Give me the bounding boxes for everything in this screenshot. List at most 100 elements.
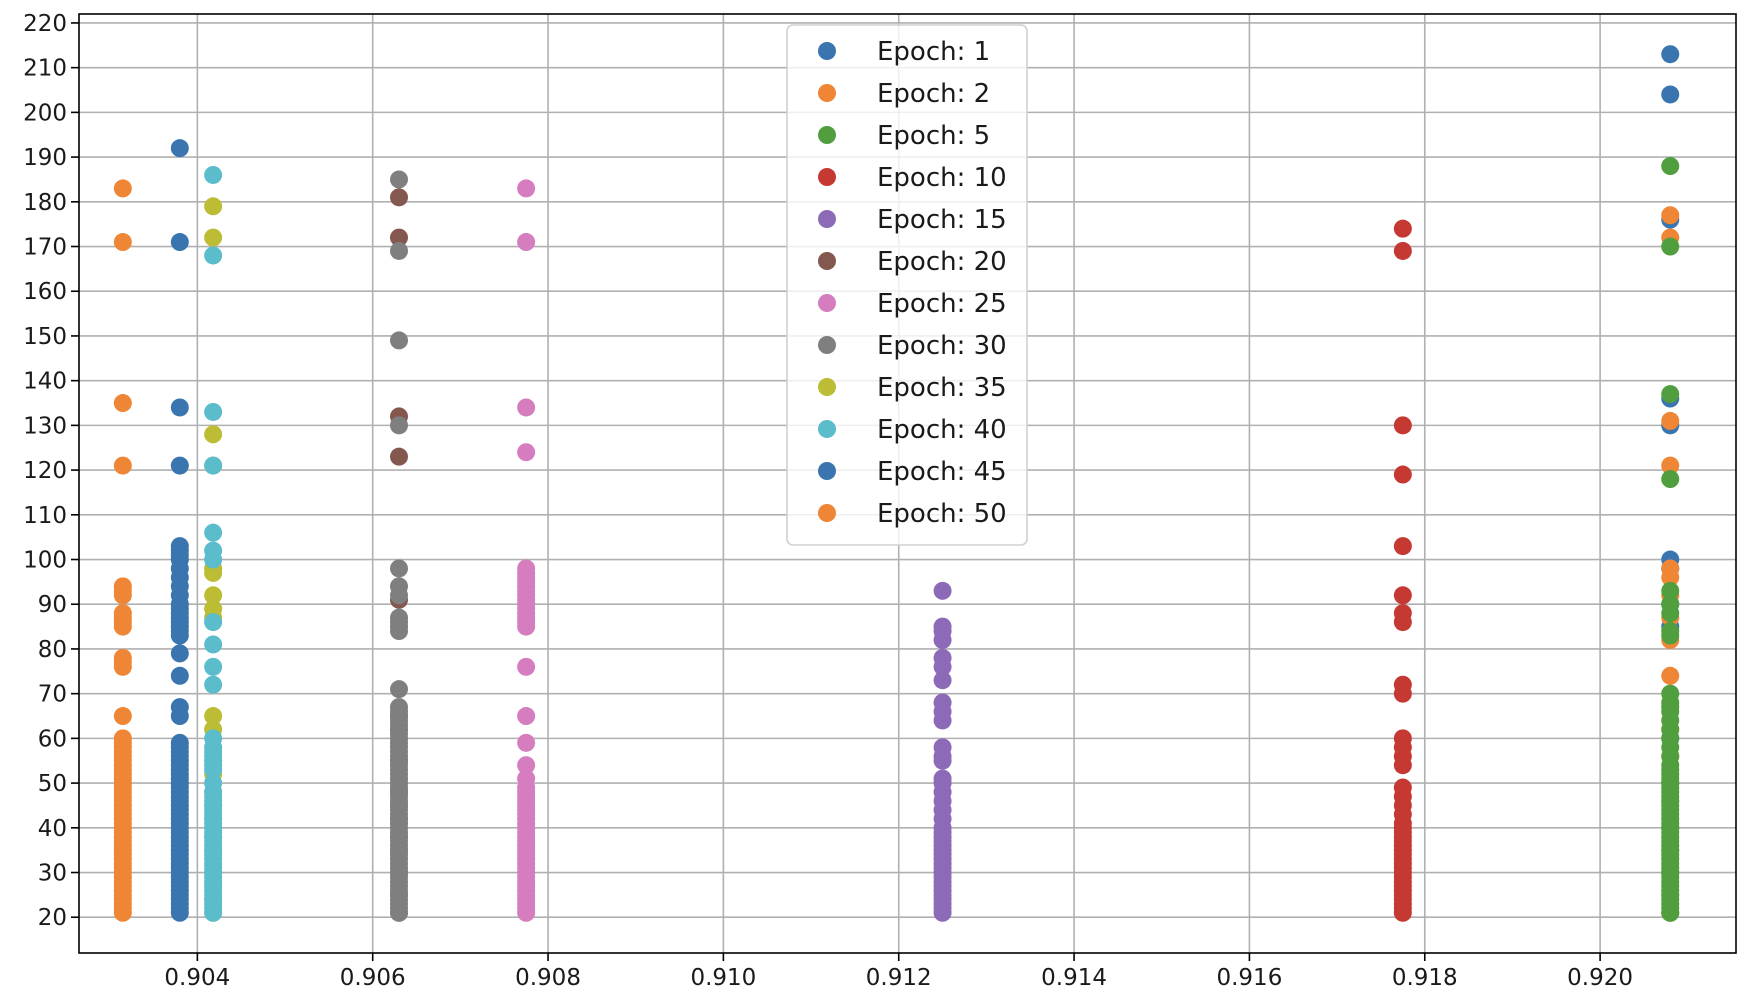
data-point: [170, 398, 189, 417]
data-point: [517, 903, 536, 922]
data-point: [204, 228, 223, 247]
y-tick-label: 60: [38, 726, 67, 752]
series-epoch-50: [113, 179, 132, 922]
data-point: [1393, 586, 1412, 605]
legend-marker: [818, 168, 836, 186]
y-tick-label: 180: [23, 190, 67, 216]
data-point: [390, 331, 409, 350]
data-point: [113, 657, 132, 676]
data-point: [1393, 219, 1412, 238]
y-tick-label: 70: [38, 682, 67, 708]
legend-marker: [818, 420, 836, 438]
data-point: [170, 903, 189, 922]
data-point: [204, 523, 223, 542]
data-point: [517, 398, 536, 417]
data-point: [170, 626, 189, 645]
data-point: [1661, 385, 1680, 404]
legend-marker: [818, 504, 836, 522]
y-tick-label: 90: [38, 592, 67, 618]
data-point: [390, 680, 409, 699]
data-point: [1661, 157, 1680, 176]
data-point: [390, 559, 409, 578]
data-point: [517, 179, 536, 198]
data-point: [933, 581, 952, 600]
data-point: [390, 416, 409, 435]
data-point: [113, 903, 132, 922]
y-tick-label: 120: [23, 458, 67, 484]
data-points: [113, 45, 1680, 922]
data-point: [933, 903, 952, 922]
data-point: [933, 711, 952, 730]
legend-marker: [818, 378, 836, 396]
data-point: [1393, 416, 1412, 435]
data-point: [1661, 903, 1680, 922]
data-point: [390, 903, 409, 922]
data-point: [170, 139, 189, 158]
legend-label: Epoch: 10: [877, 163, 1007, 193]
data-point: [517, 707, 536, 726]
y-tick-label: 160: [23, 279, 67, 305]
data-point: [517, 657, 536, 676]
y-tick-label: 170: [23, 235, 67, 261]
y-tick-label: 20: [38, 905, 67, 931]
data-point: [1661, 206, 1680, 225]
data-point: [390, 447, 409, 466]
legend: Epoch: 1 Epoch: 2 Epoch: 5 Epoch: 10 Epoch: …: [786, 24, 1028, 546]
x-tick-label: 0.912: [866, 965, 932, 991]
data-point: [1661, 470, 1680, 489]
legend-marker: [818, 210, 836, 228]
legend-label: Epoch: 15: [877, 205, 1007, 235]
legend-marker: [818, 84, 836, 102]
data-point: [390, 170, 409, 189]
y-tick-label: 200: [23, 100, 67, 126]
legend-label: Epoch: 5: [877, 121, 990, 151]
data-point: [1393, 903, 1412, 922]
data-point: [170, 233, 189, 252]
legend-label: Epoch: 25: [877, 289, 1007, 319]
x-tick-label: 0.918: [1392, 965, 1458, 991]
data-point: [1393, 756, 1412, 775]
data-point: [170, 456, 189, 475]
data-point: [1661, 626, 1680, 645]
legend-box: [786, 24, 1028, 546]
data-point: [204, 402, 223, 421]
legend-label: Epoch: 35: [877, 373, 1007, 403]
data-point: [1661, 237, 1680, 256]
data-point: [1661, 581, 1680, 600]
series-epoch-30: [390, 170, 409, 922]
y-tick-label: 40: [38, 816, 67, 842]
data-point: [517, 617, 536, 636]
data-point: [1661, 604, 1680, 623]
data-point: [517, 233, 536, 252]
data-point: [933, 657, 952, 676]
data-point: [204, 197, 223, 216]
y-tick-label: 110: [23, 503, 67, 529]
x-tick-label: 0.916: [1216, 965, 1282, 991]
x-tick-label: 0.908: [515, 965, 581, 991]
y-tick-label: 80: [38, 637, 67, 663]
series-epoch-15: [933, 581, 952, 922]
legend-marker: [818, 462, 836, 480]
data-point: [204, 903, 223, 922]
y-tick-label: 30: [38, 861, 67, 887]
legend-label: Epoch: 1: [877, 37, 990, 67]
x-tick-label: 0.904: [164, 965, 230, 991]
plot-frame: [78, 13, 1737, 954]
data-point: [1661, 666, 1680, 685]
legend-marker: [818, 336, 836, 354]
data-point: [113, 233, 132, 252]
data-point: [204, 563, 223, 582]
data-point: [390, 241, 409, 260]
data-point: [204, 165, 223, 184]
legend-marker: [818, 126, 836, 144]
series-epoch-40: [204, 165, 223, 922]
data-point: [390, 228, 409, 247]
y-tick-label: 140: [23, 369, 67, 395]
data-point: [204, 707, 223, 726]
data-point: [204, 246, 223, 265]
data-point: [1661, 568, 1680, 587]
data-point: [1393, 465, 1412, 484]
data-point: [1393, 241, 1412, 260]
data-point: [113, 707, 132, 726]
data-point: [933, 751, 952, 770]
